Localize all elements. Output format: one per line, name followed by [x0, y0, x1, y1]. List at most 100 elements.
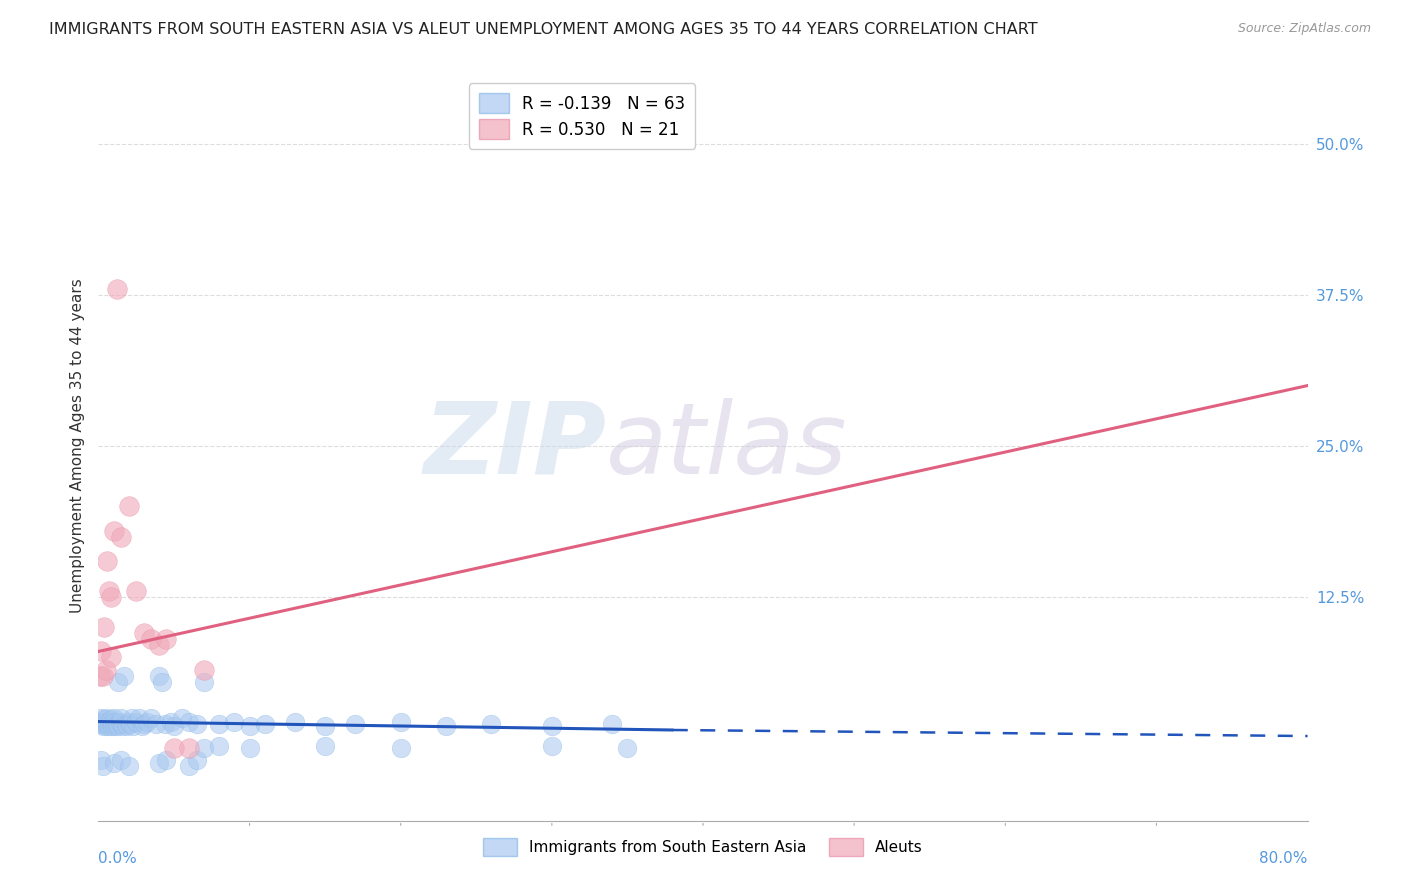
Point	[170, 711, 193, 725]
Point	[91, 714, 114, 729]
Point	[253, 717, 276, 731]
Point	[91, 759, 114, 773]
Point	[90, 711, 112, 725]
Point	[94, 663, 117, 677]
Point	[89, 668, 111, 682]
Point	[148, 639, 170, 653]
Point	[103, 524, 125, 538]
Point	[208, 717, 231, 731]
Point	[118, 759, 141, 773]
Point	[193, 741, 215, 756]
Point	[616, 741, 638, 756]
Point	[540, 739, 562, 753]
Point	[110, 711, 132, 725]
Point	[224, 714, 246, 729]
Text: Source: ZipAtlas.com: Source: ZipAtlas.com	[1237, 22, 1371, 36]
Point	[132, 717, 155, 731]
Point	[284, 714, 307, 729]
Point	[155, 632, 177, 647]
Point	[91, 719, 114, 733]
Text: 80.0%: 80.0%	[1260, 851, 1308, 866]
Point	[103, 711, 125, 725]
Point	[94, 714, 117, 729]
Point	[90, 644, 112, 658]
Point	[141, 711, 163, 725]
Point	[100, 650, 122, 665]
Point	[107, 674, 129, 689]
Point	[155, 753, 177, 767]
Point	[344, 717, 367, 731]
Point	[90, 753, 112, 767]
Point	[135, 714, 157, 729]
Text: IMMIGRANTS FROM SOUTH EASTERN ASIA VS ALEUT UNEMPLOYMENT AMONG AGES 35 TO 44 YEA: IMMIGRANTS FROM SOUTH EASTERN ASIA VS AL…	[49, 22, 1038, 37]
Point	[90, 717, 112, 731]
Point	[91, 668, 114, 682]
Point	[602, 717, 624, 731]
Point	[389, 741, 412, 756]
Point	[132, 626, 155, 640]
Point	[115, 719, 138, 733]
Point	[131, 719, 153, 733]
Point	[118, 714, 141, 729]
Text: 0.0%: 0.0%	[98, 851, 138, 866]
Legend: Immigrants from South Eastern Asia, Aleuts: Immigrants from South Eastern Asia, Aleu…	[477, 832, 929, 862]
Point	[163, 719, 186, 733]
Point	[105, 282, 128, 296]
Point	[93, 712, 115, 726]
Point	[96, 711, 118, 725]
Point	[141, 632, 163, 647]
Point	[150, 674, 173, 689]
Point	[148, 756, 170, 770]
Point	[540, 719, 562, 733]
Point	[121, 711, 143, 725]
Point	[93, 620, 115, 634]
Point	[128, 711, 150, 725]
Point	[314, 739, 336, 753]
Point	[208, 739, 231, 753]
Point	[110, 753, 132, 767]
Point	[112, 668, 135, 682]
Point	[101, 719, 124, 733]
Point	[179, 759, 201, 773]
Point	[193, 674, 215, 689]
Point	[111, 719, 134, 733]
Point	[98, 719, 121, 733]
Point	[114, 717, 136, 731]
Point	[120, 717, 142, 731]
Y-axis label: Unemployment Among Ages 35 to 44 years: Unemployment Among Ages 35 to 44 years	[69, 278, 84, 614]
Point	[104, 714, 127, 729]
Point	[122, 719, 145, 733]
Point	[125, 584, 148, 599]
Point	[481, 717, 503, 731]
Point	[434, 719, 457, 733]
Point	[179, 714, 201, 729]
Point	[93, 717, 115, 731]
Point	[314, 719, 336, 733]
Point	[105, 717, 128, 731]
Point	[110, 530, 132, 544]
Point	[160, 714, 183, 729]
Point	[148, 668, 170, 682]
Point	[239, 719, 262, 733]
Text: ZIP: ZIP	[423, 398, 606, 494]
Point	[389, 714, 412, 729]
Point	[108, 714, 131, 729]
Point	[100, 712, 122, 726]
Point	[118, 500, 141, 514]
Point	[98, 584, 121, 599]
Point	[101, 714, 124, 729]
Point	[239, 741, 262, 756]
Point	[104, 719, 127, 733]
Point	[103, 717, 125, 731]
Point	[96, 554, 118, 568]
Point	[89, 714, 111, 729]
Point	[186, 717, 208, 731]
Point	[100, 590, 122, 604]
Point	[107, 719, 129, 733]
Point	[100, 717, 122, 731]
Text: atlas: atlas	[606, 398, 848, 494]
Point	[145, 717, 167, 731]
Point	[163, 741, 186, 756]
Point	[103, 756, 125, 770]
Point	[179, 741, 201, 756]
